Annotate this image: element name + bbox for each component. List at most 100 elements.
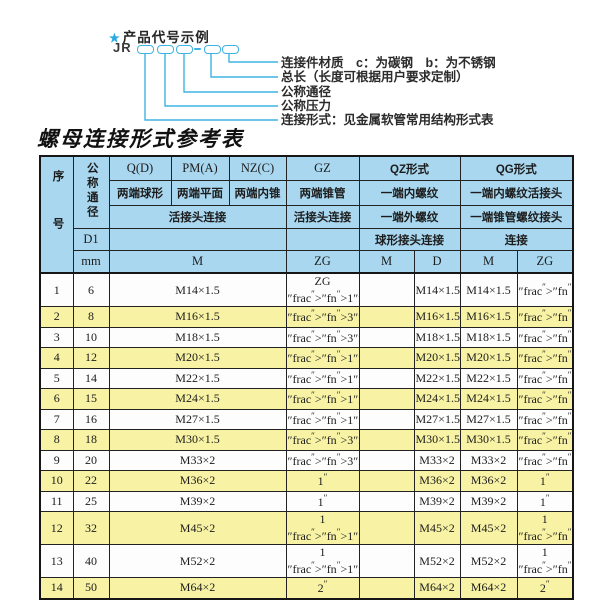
header-col-q: Q(D)	[108, 155, 172, 181]
cell-seq: 10	[39, 470, 74, 492]
cell-gz: 1″	[285, 490, 360, 512]
code-label-pressure: 公称压力	[281, 99, 332, 113]
cell-gz: ″frac″>″fn″>1″fd″>2″	[285, 367, 360, 389]
cell-dn: 20	[72, 449, 110, 471]
cell-dn: 14	[72, 367, 110, 389]
cell-gz: ″frac″>″fn″>3″fd″>8″	[285, 306, 360, 328]
cell-m: M52×2	[108, 544, 287, 578]
table-title: 螺母连接形式参考表	[37, 126, 244, 151]
cell-qg-m: M18×1.5	[459, 326, 518, 348]
cell-qg-zg: ″frac″>″fn″>1″fd″>2″	[516, 388, 574, 410]
cell-qz-d: M14×1.5	[413, 272, 461, 307]
header-col-qz: QZ形式	[358, 155, 461, 181]
cell-gz: ″frac″>″fn″>1″fd″>2″	[285, 408, 360, 430]
cell-qg-m: M45×2	[459, 511, 518, 545]
cell-qz-m	[358, 511, 415, 545]
cell-dn: 6	[72, 272, 110, 307]
cell-gz: 2″	[285, 577, 360, 599]
cell-seq: 8	[39, 429, 74, 451]
table-row: 310M18×1.5″frac″>″fn″>3″fd″>8″M18×1.5M18…	[39, 326, 574, 348]
header-qz-m: M	[358, 250, 415, 274]
table-row: 11 25 M39×2 1″ M39×2 M39×2 1″	[39, 490, 574, 512]
table-row: 412M20×1.5″frac″>″fn″>1″fd″>2″M20×1.5M20…	[39, 347, 574, 369]
cell-dn: 10	[72, 326, 110, 348]
leader-lines	[144, 53, 278, 121]
cell-qz-d: M18×1.5	[413, 326, 461, 348]
cell-qg-zg: 2″	[516, 577, 574, 599]
header-qg-m: M	[459, 250, 518, 274]
code-dash	[194, 48, 201, 50]
cell-qz-d: M30×1.5	[413, 429, 461, 451]
code-label-diameter: 公称通径	[281, 85, 332, 99]
cell-seq: 5	[39, 367, 74, 389]
cell-qz-d: M16×1.5	[413, 306, 461, 328]
cell-seq: 1	[39, 272, 74, 307]
cell-qg-zg: 1 ″frac″>″fn″>1″fd″>2″	[516, 544, 574, 578]
table-row: 716M27×1.5″frac″>″fn″>1″fd″>2″M27×1.5M27…	[39, 408, 574, 430]
cell-qz-m	[358, 577, 415, 599]
cell-qg-m: M24×1.5	[459, 388, 518, 410]
cell-seq: 4	[39, 347, 74, 369]
cell-qz-d: M22×1.5	[413, 367, 461, 389]
header-unit: mm	[72, 250, 110, 274]
cell-m: M20×1.5	[108, 347, 287, 369]
cell-dn: 15	[72, 388, 110, 410]
cell-qg-zg: ″frac″>″fn″>3″fd″>4″	[516, 449, 574, 471]
cell-qg-m: M30×1.5	[459, 429, 518, 451]
cell-qz-m	[358, 544, 415, 578]
cell-m: M27×1.5	[108, 408, 287, 430]
header-qz-d: D	[413, 250, 461, 274]
cell-qz-d: M33×2	[413, 449, 461, 471]
cell-qz-m	[358, 388, 415, 410]
cell-qg-zg: ″frac″>″fn″>1″fd″>2″	[516, 347, 574, 369]
code-label-material: 连接件材质 c：为碳钢 b：为不锈钢	[281, 56, 496, 70]
cell-qg-zg: ″frac″>″fn″>3″fd″>4″	[516, 429, 574, 451]
cell-qz-d: M39×2	[413, 490, 461, 512]
cell-qg-m: M20×1.5	[459, 347, 518, 369]
cell-qg-m: M22×1.5	[459, 367, 518, 389]
cell-seq: 11	[39, 490, 74, 512]
header-qg-conn: 连接	[459, 228, 574, 251]
table-header: 序号 公称通径 Q(D) PM(A) NZ(C) GZ QZ形式 QG形式 两端…	[39, 155, 574, 274]
product-code-section-title: ★ 产品代号示例	[109, 26, 210, 46]
header-union-conn: 活接头连接	[108, 205, 287, 229]
cell-qg-m: M52×2	[459, 544, 518, 578]
table-row: 28M16×1.5″frac″>″fn″>3″fd″>8″M16×1.5M16×…	[39, 306, 574, 328]
cell-qz-m	[358, 470, 415, 492]
cell-qg-zg: ″frac″>″fn″>3″fd″>8″	[516, 306, 574, 328]
cell-gz: 1″	[285, 470, 360, 492]
star-icon: ★	[109, 31, 121, 45]
header-d1: D1	[72, 228, 110, 251]
code-field-box-5	[222, 45, 239, 54]
header-nz-desc: 两端内锥	[228, 180, 287, 206]
cell-gz: ″frac″>″fn″>3″fd″>4″	[285, 449, 360, 471]
header-col-gz: GZ	[285, 155, 360, 181]
cell-m: M30×1.5	[108, 429, 287, 451]
cell-qg-zg: 1″	[516, 490, 574, 512]
cell-m: M24×1.5	[108, 388, 287, 410]
cell-gz: ZG ″frac″>″fn″>1″fd″>4″	[285, 272, 360, 307]
header-gz-conn: 活接头连接	[285, 205, 360, 229]
cell-qg-m: M14×1.5	[459, 272, 518, 307]
cell-qg-zg: ″frac″>″fn″>1″fd″>2″	[516, 408, 574, 430]
cell-seq: 3	[39, 326, 74, 348]
cell-dn: 12	[72, 347, 110, 369]
cell-m: M39×2	[108, 490, 287, 512]
cell-seq: 13	[39, 544, 74, 578]
cell-qz-m	[358, 490, 415, 512]
nut-connection-table: 序号 公称通径 Q(D) PM(A) NZ(C) GZ QZ形式 QG形式 两端…	[39, 155, 575, 600]
cell-dn: 22	[72, 470, 110, 492]
cell-qz-m	[358, 408, 415, 430]
cell-dn: 8	[72, 306, 110, 328]
cell-qz-d: M20×1.5	[413, 347, 461, 369]
cell-gz: ″frac″>″fn″>3″fd″>8″	[285, 326, 360, 348]
header-gz-desc: 两端锥管	[285, 180, 360, 206]
catalog-page: ★ 产品代号示例 JR 连接件材质 c：为碳钢 b：为不锈钢 总长（长度可根据用户…	[37, 26, 575, 600]
cell-dn: 32	[72, 511, 110, 545]
header-qg-desc2: 一端锥管螺纹接头	[459, 205, 574, 229]
cell-qg-zg: 1″	[516, 470, 574, 492]
header-col-nz: NZ(C)	[228, 155, 287, 181]
cell-qz-d: M36×2	[413, 470, 461, 492]
cell-m: M16×1.5	[108, 306, 287, 328]
